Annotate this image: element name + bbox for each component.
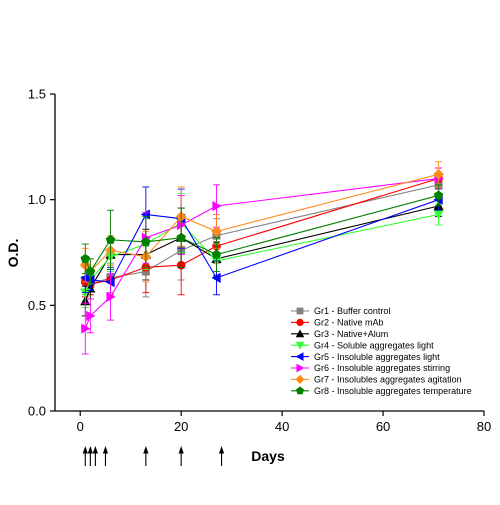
series-line bbox=[84, 184, 439, 285]
data-point bbox=[85, 274, 95, 286]
y-tick-label: 1.5 bbox=[28, 87, 46, 102]
data-point bbox=[176, 232, 186, 242]
arrow-head bbox=[178, 446, 184, 454]
axes: 0.0 0.5 1.0 1.5 0 20 40 60 80 bbox=[28, 87, 491, 435]
arrow-head bbox=[218, 446, 225, 454]
series-group bbox=[79, 161, 444, 285]
legend-label: Gr4 - Soluble aggregates light bbox=[314, 340, 434, 350]
injection-arrow bbox=[178, 446, 184, 466]
data-point bbox=[106, 291, 116, 302]
data-point bbox=[86, 310, 96, 321]
data-point bbox=[211, 249, 222, 259]
series-group bbox=[81, 173, 443, 298]
legend-label: Gr5 - Insoluble aggregates light bbox=[314, 352, 440, 362]
data-point bbox=[140, 209, 150, 220]
data-point bbox=[433, 210, 444, 220]
legend-item: Gr2 - Native mAb bbox=[291, 318, 384, 328]
legend-label: Gr8 - Insoluble aggregates temperature bbox=[314, 386, 472, 396]
legend-marker bbox=[296, 318, 304, 327]
injection-arrow bbox=[87, 446, 93, 466]
x-axis-title: Days bbox=[251, 448, 285, 464]
legend-item: Gr6 - Insoluble aggregates stirring bbox=[291, 363, 450, 373]
y-tick-label: 0.0 bbox=[28, 404, 46, 419]
legend-item: Gr4 - Soluble aggregates light bbox=[291, 340, 434, 350]
x-tick-label: 40 bbox=[275, 419, 289, 434]
legend-item: Gr8 - Insoluble aggregates temperature bbox=[291, 386, 472, 396]
legend-label: Gr2 - Native mAb bbox=[314, 318, 384, 328]
arrow-head bbox=[102, 446, 109, 454]
x-ticks: 0 20 40 60 80 bbox=[77, 411, 491, 434]
data-point bbox=[211, 225, 222, 237]
data-point bbox=[433, 190, 444, 200]
data-point bbox=[85, 266, 96, 276]
data-point bbox=[141, 236, 151, 246]
legend-marker bbox=[295, 341, 305, 350]
legend-label: Gr7 - Insolubles aggregates agitation bbox=[314, 375, 462, 385]
injection-arrows bbox=[82, 446, 225, 466]
series-line bbox=[85, 178, 439, 285]
data-point bbox=[177, 219, 187, 231]
series bbox=[79, 161, 444, 355]
legend-marker bbox=[295, 329, 305, 338]
injection-arrow bbox=[82, 446, 88, 466]
legend-marker bbox=[296, 307, 304, 315]
series-line bbox=[84, 205, 439, 302]
series-group bbox=[80, 186, 443, 298]
y-tick-label: 1.0 bbox=[28, 192, 46, 207]
data-point bbox=[80, 253, 91, 263]
series-group bbox=[80, 184, 444, 285]
series-line bbox=[84, 173, 439, 273]
x-tick-label: 0 bbox=[77, 419, 84, 434]
data-point bbox=[212, 200, 222, 212]
legend-item: Gr3 - Native+Alum bbox=[291, 329, 388, 339]
series-group bbox=[80, 192, 444, 308]
data-point bbox=[433, 168, 444, 180]
legend-label: Gr6 - Insoluble aggregates stirring bbox=[314, 363, 450, 373]
legend-marker bbox=[296, 363, 305, 373]
arrow-head bbox=[82, 446, 88, 454]
legend-item: Gr1 - Buffer control bbox=[291, 306, 390, 316]
data-point bbox=[81, 323, 91, 334]
data-point bbox=[105, 276, 115, 288]
legend-marker bbox=[295, 386, 305, 395]
legend: Gr1 - Buffer control Gr2 - Native mAbGr3 … bbox=[291, 306, 472, 396]
y-ticks: 0.0 0.5 1.0 1.5 bbox=[28, 87, 55, 419]
x-tick-label: 20 bbox=[174, 419, 188, 434]
legend-marker bbox=[295, 352, 304, 361]
y-tick-label: 0.5 bbox=[28, 298, 46, 313]
injection-arrow bbox=[218, 446, 225, 466]
x-tick-label: 60 bbox=[376, 419, 390, 434]
x-tick-label: 80 bbox=[477, 419, 491, 434]
data-point bbox=[211, 272, 221, 283]
arrow-head bbox=[92, 446, 98, 454]
series-line bbox=[84, 194, 439, 273]
legend-marker bbox=[295, 374, 305, 384]
injection-arrow bbox=[143, 446, 149, 466]
legend-label: Gr1 - Buffer control bbox=[314, 306, 390, 316]
y-axis-title: O.D. bbox=[5, 239, 21, 268]
legend-item: Gr5 - Insoluble aggregates light bbox=[291, 352, 440, 362]
legend-item: Gr7 - Insolubles aggregates agitation bbox=[291, 375, 462, 385]
arrow-head bbox=[143, 446, 149, 454]
injection-arrow bbox=[92, 446, 98, 466]
arrow-head bbox=[87, 446, 93, 454]
injection-arrow bbox=[102, 446, 109, 466]
legend-label: Gr3 - Native+Alum bbox=[314, 329, 388, 339]
data-point bbox=[105, 234, 116, 244]
series-line bbox=[84, 213, 439, 293]
